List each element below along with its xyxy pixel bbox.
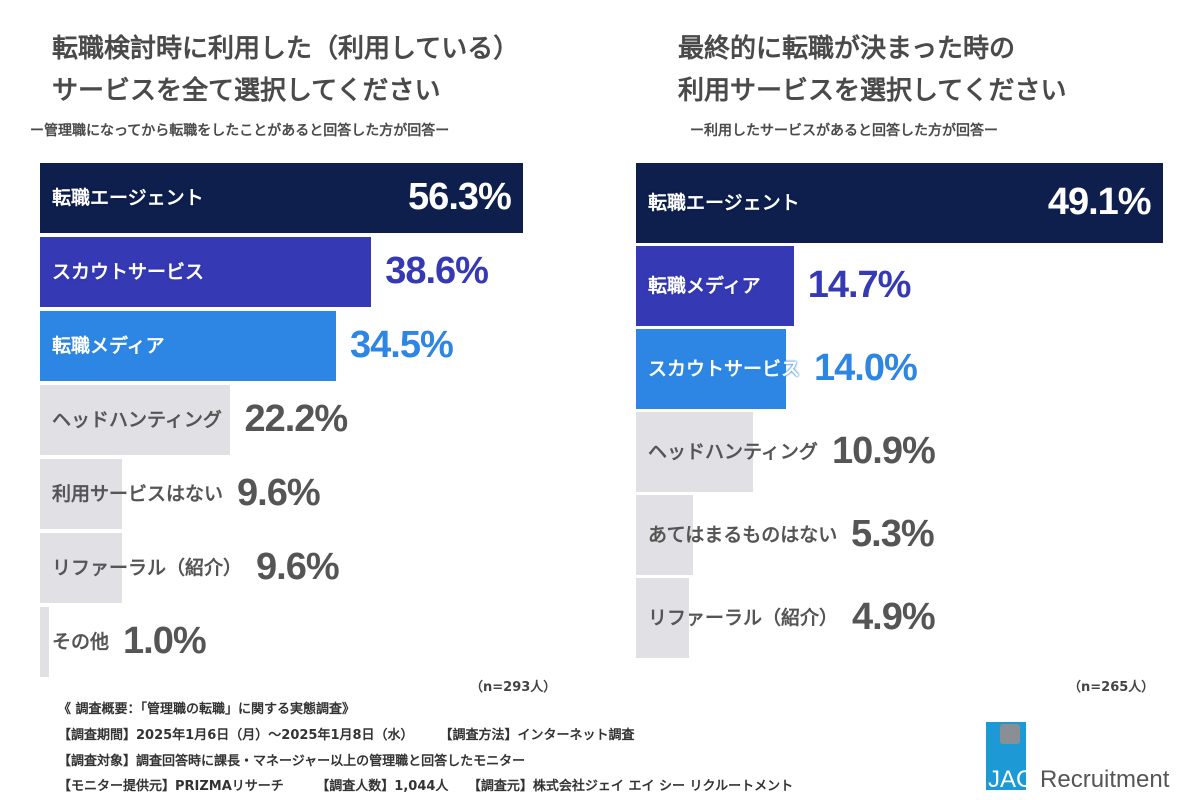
bar: [636, 412, 753, 492]
bar-value-label: 4.9%: [852, 596, 936, 638]
bar-category-label: ヘッドハンティング: [648, 441, 818, 463]
bar-category-label: 転職エージェント: [52, 187, 204, 209]
right-title-line2: 利用サービスを選択してください: [678, 76, 1067, 106]
bar-category-label: あてはまるものはない: [648, 524, 838, 546]
logo-puzzle-piece: [1000, 724, 1020, 744]
bar-value-label: 34.5%: [350, 324, 454, 366]
bar-value-label: 9.6%: [237, 472, 321, 514]
bar-category-label: スカウトサービス: [52, 261, 205, 283]
bar: [40, 607, 49, 677]
bar-value-label: 38.6%: [385, 250, 489, 292]
footer-line3: 【調査対象】調査回答時に課長・マネージャー以上の管理職と回答したモニター: [58, 754, 526, 769]
left-title-line1: 転職検討時に利用した（利用している）: [52, 34, 520, 64]
left-sample-size: （n=293人）: [470, 680, 557, 695]
bar-category-label: 転職メディア: [52, 335, 165, 357]
footer-line1: 《 調査概要：「管理職の転職」に関する実態調査》: [58, 702, 356, 717]
bar-category-label: リファーラル（紹介）: [52, 557, 243, 579]
bar: [40, 163, 524, 233]
right-subtitle: ー利用したサービスがあると回答した方が回答ー: [690, 123, 998, 139]
bar-category-label: その他: [52, 631, 110, 653]
footer-line4: 【モニター提供元】PRIZMAリサーチ 【調査人数】1,044人 【調査元】株式…: [58, 779, 794, 794]
bar-value-label: 14.0%: [814, 347, 918, 389]
bar-value-label: 22.2%: [244, 398, 348, 440]
bar-category-label: リファーラル（紹介）: [648, 607, 839, 629]
bar-value-label: 1.0%: [123, 620, 207, 662]
bar-value-label: 14.7%: [807, 264, 912, 306]
bar: [40, 533, 123, 603]
bar: [636, 246, 794, 326]
bar-value-label: 49.1%: [1047, 181, 1152, 223]
footer-line2: 【調査期間】2025年1月6日（月）～2025年1月8日（水） 【調査方法】イン…: [58, 728, 635, 743]
jac-recruitment-logo: JAC Recruitment: [986, 722, 1186, 793]
bar-value-label: 56.3%: [408, 176, 512, 218]
bar: [40, 459, 123, 529]
bar-category-label: 転職エージェント: [648, 192, 800, 214]
bar-category-label: 転職メディア: [648, 275, 761, 297]
bar-value-label: 9.6%: [256, 546, 340, 588]
bar-category-label: 利用サービスはない: [52, 483, 224, 505]
bar: [40, 237, 372, 307]
bar-category-label: スカウトサービス: [648, 358, 801, 380]
right-sample-size: （n=265人）: [1068, 680, 1155, 695]
bar: [636, 495, 693, 575]
bar: [636, 329, 787, 409]
left-title-line2: サービスを全て選択してください: [52, 76, 441, 106]
bar: [40, 385, 231, 455]
right-title-line1: 最終的に転職が決まった時の: [678, 34, 1015, 64]
bar-category-label: ヘッドハンティング: [52, 409, 222, 431]
bar: [636, 163, 1163, 243]
bar-value-label: 10.9%: [832, 430, 936, 472]
bar: [636, 578, 689, 658]
left-subtitle: ー管理職になってから転職をしたことがあると回答した方が回答ー: [30, 123, 450, 139]
bar-value-label: 5.3%: [851, 513, 935, 555]
bar: [40, 311, 336, 381]
